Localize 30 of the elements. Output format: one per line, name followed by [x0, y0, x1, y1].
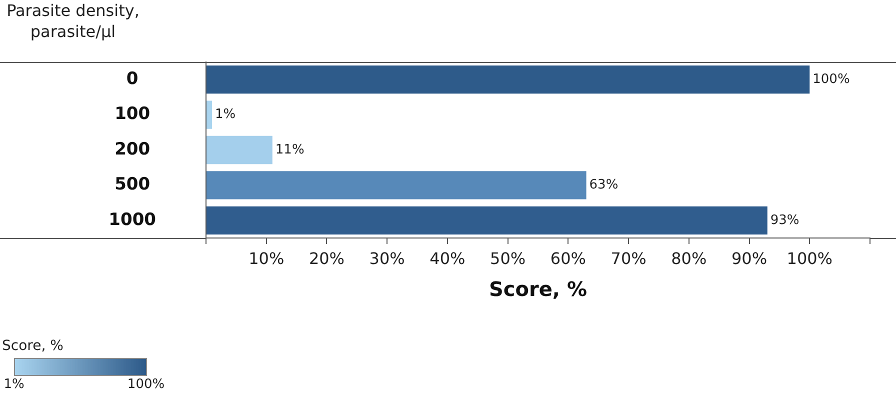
y-tick-label: 100 — [114, 104, 150, 124]
x-tick-label: 60% — [550, 248, 586, 268]
bar — [206, 171, 586, 200]
data-label: 63% — [589, 178, 618, 193]
data-label: 93% — [770, 212, 800, 228]
x-tick-label: 80% — [671, 248, 707, 268]
color-bar-label: 100% — [127, 376, 165, 392]
x-tick-label: 40% — [430, 248, 466, 268]
x-tick-label: 90% — [731, 248, 768, 268]
x-tick-label: 70% — [610, 248, 646, 268]
y-tick-label: 200 — [114, 139, 150, 160]
data-label: 1% — [215, 107, 236, 122]
bar — [206, 66, 810, 94]
data-label: 100% — [812, 72, 850, 87]
x-tick-label: 50% — [490, 248, 526, 268]
y-tick-label: 1000 — [108, 210, 156, 230]
bar — [206, 206, 768, 234]
x-tick-label: 30% — [369, 248, 405, 268]
data-label: 11% — [275, 142, 304, 158]
color-bar-title: Score, % — [2, 338, 64, 354]
x-axis-title: Score, % — [488, 277, 588, 302]
y-tick-label: 0 — [126, 69, 138, 90]
x-tick-label: 100% — [786, 248, 833, 268]
bar — [206, 100, 212, 129]
color-bar-label: 1% — [4, 376, 24, 392]
y-axis-title: Parasite density, parasite/µl — [6, 0, 140, 42]
bar — [206, 136, 272, 164]
x-tick-label: 10% — [248, 248, 284, 268]
x-tick-label: 20% — [308, 248, 345, 268]
y-tick-label: 500 — [114, 174, 150, 195]
